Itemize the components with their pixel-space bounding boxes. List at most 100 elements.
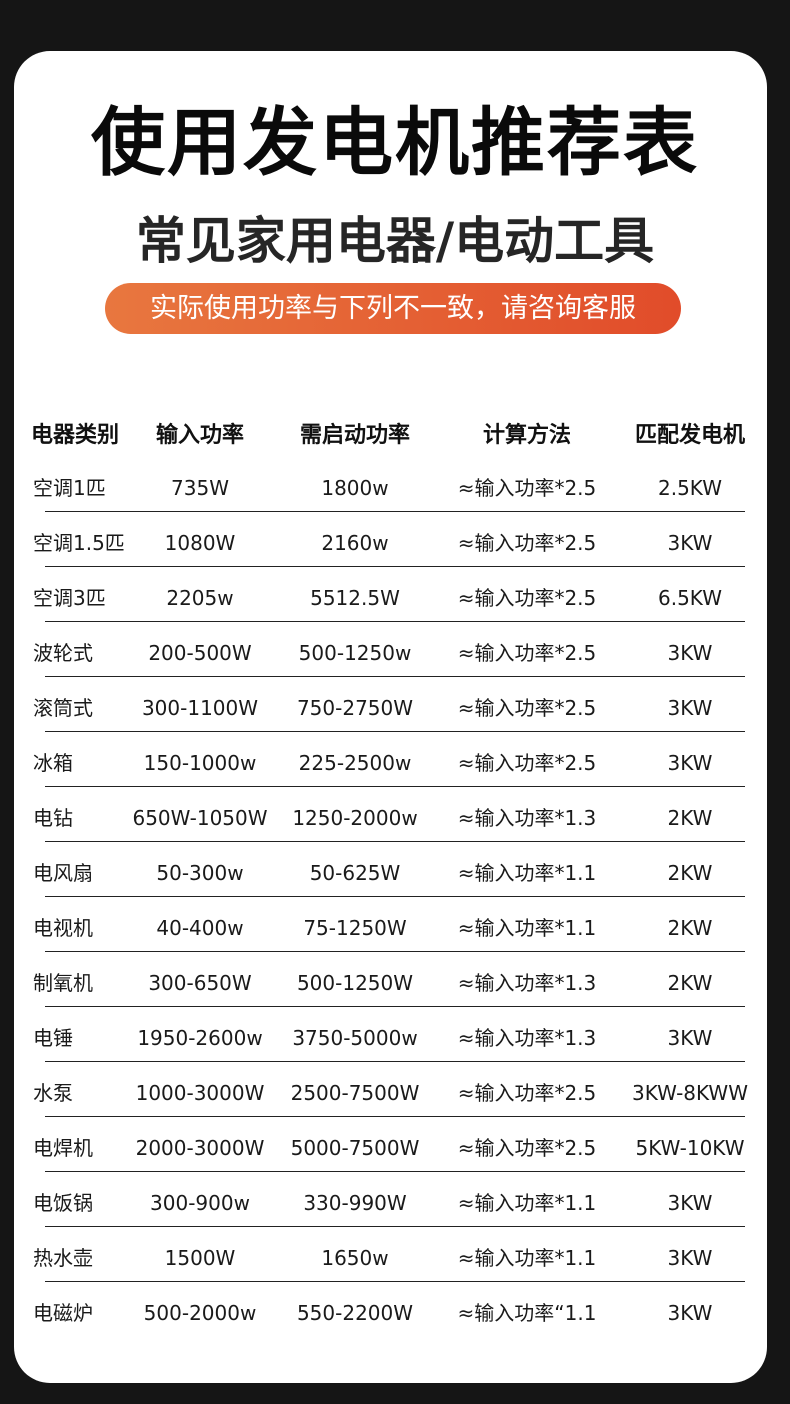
- cell-method: ≈输入功率*2.5: [457, 696, 597, 720]
- cell-input-power: 500-2000w: [143, 1301, 257, 1325]
- cell-start-power: 2160w: [321, 531, 389, 555]
- cell-input-power: 150-1000w: [143, 751, 257, 775]
- cell-method: ≈输入功率*2.5: [457, 1136, 597, 1160]
- cell-generator: 2.5KW: [658, 476, 722, 500]
- row-divider: [45, 1116, 745, 1117]
- row-divider: [45, 951, 745, 952]
- row-divider: [45, 841, 745, 842]
- cell-method: ≈输入功率*2.5: [457, 531, 597, 555]
- cell-method: ≈输入功率*1.1: [457, 861, 597, 885]
- row-divider: [45, 1171, 745, 1172]
- cell-generator: 3KW: [667, 696, 713, 720]
- cell-input-power: 50-300w: [156, 861, 244, 885]
- cell-method: ≈输入功率*1.3: [457, 971, 597, 995]
- page-subtitle: 常见家用电器/电动工具: [135, 212, 655, 270]
- table-row: 热水壶 1500W 1650w ≈输入功率*1.1 3KW: [0, 1231, 790, 1286]
- table-row: 电饭锅 300-900w 330-990W ≈输入功率*1.1 3KW: [0, 1176, 790, 1231]
- table-row: 滚筒式 300-1100W 750-2750W ≈输入功率*2.5 3KW: [0, 681, 790, 736]
- cell-category: 水泵: [33, 1081, 73, 1105]
- table-row: 冰箱 150-1000w 225-2500w ≈输入功率*2.5 3KW: [0, 736, 790, 791]
- cell-input-power: 200-500W: [148, 641, 252, 665]
- table-row: 电视机 40-400w 75-1250W ≈输入功率*1.1 2KW: [0, 901, 790, 956]
- cell-category: 滚筒式: [33, 696, 93, 720]
- cell-input-power: 735W: [171, 476, 229, 500]
- row-divider: [45, 731, 745, 732]
- cell-category: 电视机: [33, 916, 93, 940]
- cell-generator: 3KW: [667, 1301, 713, 1325]
- page-title: 使用发电机推荐表: [91, 100, 699, 186]
- cell-input-power: 2205w: [166, 586, 234, 610]
- cell-start-power: 500-1250w: [298, 641, 412, 665]
- cell-method: ≈输入功率*2.5: [457, 1081, 597, 1105]
- cell-category: 波轮式: [33, 641, 93, 665]
- cell-generator: 3KW-8KWW: [632, 1081, 748, 1105]
- cell-start-power: 1800w: [321, 476, 389, 500]
- row-divider: [45, 676, 745, 677]
- content-card: [14, 51, 767, 1383]
- row-divider: [45, 786, 745, 787]
- cell-method: ≈输入功率*1.1: [457, 1246, 597, 1270]
- cell-start-power: 5512.5W: [310, 586, 400, 610]
- cell-category: 电钻: [33, 806, 73, 830]
- cell-method: ≈输入功率*2.5: [457, 476, 597, 500]
- cell-start-power: 1650w: [321, 1246, 389, 1270]
- cell-category: 制氧机: [33, 971, 93, 995]
- cell-start-power: 50-625W: [309, 861, 401, 885]
- cell-input-power: 1950-2600w: [137, 1026, 263, 1050]
- cell-input-power: 300-650W: [148, 971, 252, 995]
- row-divider: [45, 1006, 745, 1007]
- cell-category: 冰箱: [33, 751, 73, 775]
- table-row: 水泵 1000-3000W 2500-7500W ≈输入功率*2.5 3KW-8KWW: [0, 1066, 790, 1121]
- cell-start-power: 1250-2000w: [292, 806, 418, 830]
- cell-generator: 2KW: [667, 861, 713, 885]
- cell-start-power: 3750-5000w: [292, 1026, 418, 1050]
- table-row: 空调1.5匹 1080W 2160w ≈输入功率*2.5 3KW: [0, 516, 790, 571]
- cell-input-power: 40-400w: [156, 916, 244, 940]
- header-start-power: 需启动功率: [299, 423, 410, 448]
- cell-generator: 3KW: [667, 1246, 713, 1270]
- cell-start-power: 330-990W: [303, 1191, 407, 1215]
- cell-method: ≈输入功率*2.5: [457, 751, 597, 775]
- row-divider: [45, 896, 745, 897]
- table-row: 电风扇 50-300w 50-625W ≈输入功率*1.1 2KW: [0, 846, 790, 901]
- cell-method: ≈输入功率*1.1: [457, 1191, 597, 1215]
- cell-category: 电磁炉: [33, 1301, 93, 1325]
- cell-input-power: 650W-1050W: [132, 806, 268, 830]
- cell-generator: 5KW-10KW: [635, 1136, 745, 1160]
- cell-generator: 2KW: [667, 916, 713, 940]
- row-divider: [45, 1061, 745, 1062]
- cell-generator: 2KW: [667, 971, 713, 995]
- table-row: 电锤 1950-2600w 3750-5000w ≈输入功率*1.3 3KW: [0, 1011, 790, 1066]
- cell-start-power: 75-1250W: [303, 916, 407, 940]
- header-category: 电器类别: [31, 423, 120, 448]
- cell-start-power: 5000-7500W: [290, 1136, 420, 1160]
- cell-generator: 2KW: [667, 806, 713, 830]
- row-divider: [45, 621, 745, 622]
- table-row: 电钻 650W-1050W 1250-2000w ≈输入功率*1.3 2KW: [0, 791, 790, 846]
- cell-start-power: 225-2500w: [298, 751, 412, 775]
- cell-method: ≈输入功率*1.1: [457, 916, 597, 940]
- table-row: 空调1匹 735W 1800w ≈输入功率*2.5 2.5KW: [0, 461, 790, 516]
- cell-input-power: 300-900w: [150, 1191, 250, 1215]
- cell-category: 空调1匹: [33, 476, 106, 500]
- cell-generator: 6.5KW: [658, 586, 722, 610]
- cell-start-power: 500-1250W: [296, 971, 414, 995]
- cell-start-power: 750-2750W: [296, 696, 414, 720]
- table-row: 波轮式 200-500W 500-1250w ≈输入功率*2.5 3KW: [0, 626, 790, 681]
- cell-method: ≈输入功率*2.5: [457, 586, 597, 610]
- cell-generator: 3KW: [667, 1026, 713, 1050]
- cell-category: 空调1.5匹: [33, 531, 125, 555]
- cell-input-power: 1500W: [164, 1246, 236, 1270]
- notice-banner: 实际使用功率与下列不一致，请咨询客服: [105, 283, 681, 334]
- cell-category: 热水壶: [33, 1246, 93, 1270]
- cell-input-power: 1080W: [164, 531, 236, 555]
- cell-method: ≈输入功率*1.3: [457, 1026, 597, 1050]
- row-divider: [45, 566, 745, 567]
- cell-category: 电焊机: [33, 1136, 93, 1160]
- cell-input-power: 2000-3000W: [135, 1136, 265, 1160]
- cell-method: ≈输入功率“1.1: [457, 1301, 597, 1325]
- row-divider: [45, 1281, 745, 1282]
- cell-method: ≈输入功率*1.3: [457, 806, 597, 830]
- cell-input-power: 300-1100W: [141, 696, 259, 720]
- cell-generator: 3KW: [667, 641, 713, 665]
